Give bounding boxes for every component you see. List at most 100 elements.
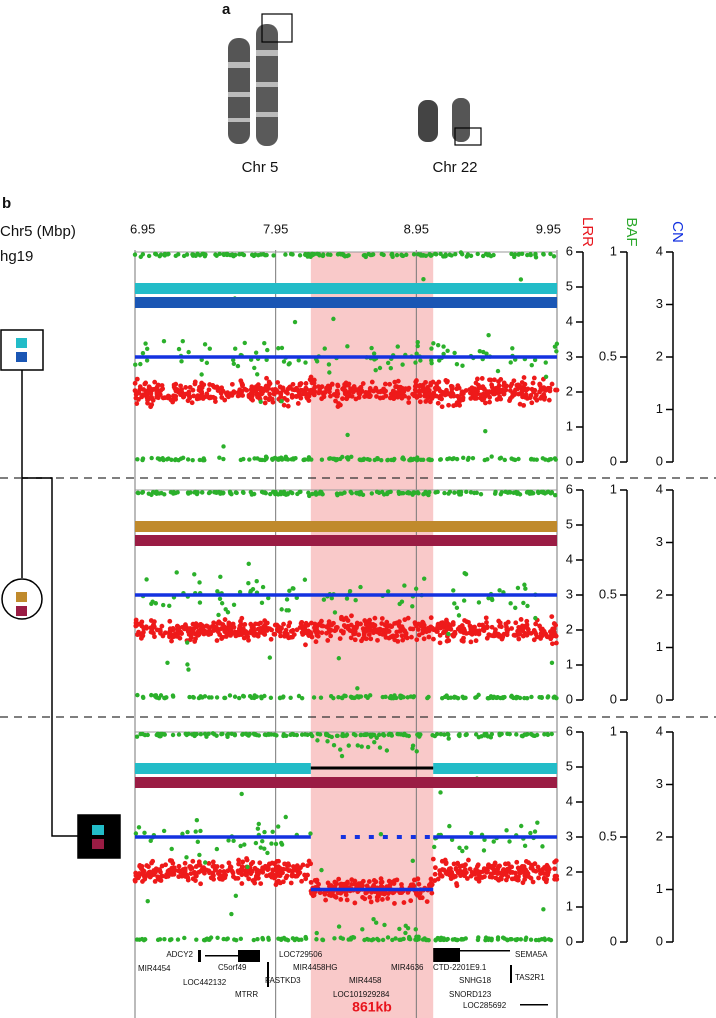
lrr-dot bbox=[275, 380, 281, 385]
lrr-dot bbox=[519, 867, 525, 873]
baf-dot bbox=[386, 490, 392, 495]
baf-dot bbox=[460, 848, 465, 854]
baf-dot bbox=[400, 362, 405, 367]
lrr-dot bbox=[167, 870, 173, 876]
baf-dot bbox=[246, 561, 251, 567]
lrr-dot bbox=[369, 379, 375, 385]
baf-dot bbox=[233, 490, 239, 495]
baf-dot bbox=[203, 252, 208, 257]
lrr-dot bbox=[142, 381, 148, 387]
baf-dot bbox=[360, 927, 365, 932]
lrr-dot bbox=[351, 389, 356, 395]
baf-dot bbox=[283, 492, 289, 497]
baf-dot bbox=[157, 937, 163, 942]
baf-dot bbox=[255, 937, 260, 942]
baf-dot bbox=[265, 850, 270, 856]
baf-dot bbox=[327, 456, 332, 461]
lrr-dot bbox=[305, 863, 310, 869]
baf-dot bbox=[176, 732, 182, 737]
lrr-dot bbox=[429, 396, 435, 401]
lrr-dot bbox=[240, 382, 246, 388]
baf-dot bbox=[254, 578, 259, 584]
baf-dot bbox=[210, 731, 216, 736]
baf-dot bbox=[483, 428, 488, 434]
baf-dot bbox=[234, 938, 239, 943]
baf-dot bbox=[262, 340, 267, 346]
baf-dot bbox=[442, 732, 447, 737]
baf-dot bbox=[140, 457, 145, 463]
baf-dot bbox=[318, 489, 324, 495]
lrr-dot bbox=[414, 892, 420, 898]
lrr-dot bbox=[182, 860, 188, 866]
lrr-dot bbox=[267, 381, 273, 386]
lrr-dot bbox=[398, 626, 404, 632]
baf-dot bbox=[381, 252, 386, 258]
baf-dot bbox=[313, 490, 319, 495]
lrr-dot bbox=[535, 864, 541, 870]
baf-dot bbox=[204, 360, 210, 366]
gene-label: TAS2R1 bbox=[515, 973, 545, 982]
lrr-dot bbox=[356, 632, 362, 638]
lrr-dot bbox=[420, 627, 426, 633]
lrr-dot bbox=[489, 874, 495, 880]
lrr-dot bbox=[328, 633, 334, 639]
baf-dot bbox=[336, 924, 342, 929]
lrr-dot bbox=[468, 627, 474, 633]
lrr-dot bbox=[153, 869, 158, 875]
baf-dot bbox=[554, 341, 560, 346]
lrr-dot bbox=[392, 901, 397, 906]
baf-dot bbox=[260, 839, 265, 844]
baf-dot bbox=[381, 732, 386, 737]
baf-dot bbox=[308, 831, 313, 836]
lrr-dot bbox=[329, 381, 335, 387]
baf-dot bbox=[429, 252, 434, 258]
highlight-box bbox=[454, 127, 482, 146]
lrr-dot bbox=[513, 874, 519, 880]
lrr-dot bbox=[322, 390, 328, 395]
lrr-dot bbox=[351, 384, 357, 389]
baf-dot bbox=[346, 743, 351, 748]
lrr-dot bbox=[402, 393, 407, 399]
lrr-dot bbox=[495, 871, 501, 876]
lrr-dot bbox=[212, 863, 218, 869]
lrr-dot bbox=[222, 629, 228, 635]
lrr-dot bbox=[374, 394, 379, 399]
gene-label: LOC729506 bbox=[279, 950, 323, 959]
lrr-dot bbox=[341, 629, 346, 635]
baf-dot bbox=[437, 358, 442, 363]
baf-dot bbox=[220, 491, 226, 496]
lrr-dot bbox=[313, 639, 319, 645]
lrr-dot bbox=[254, 632, 259, 638]
lrr-dot bbox=[524, 632, 530, 638]
lrr-dot bbox=[447, 872, 453, 878]
lrr-dot bbox=[428, 876, 434, 882]
y-tick-label: 3 bbox=[656, 534, 663, 549]
lrr-dot bbox=[263, 863, 268, 869]
baf-dot bbox=[292, 937, 297, 943]
lrr-dot bbox=[380, 395, 386, 401]
baf-dot bbox=[142, 830, 147, 836]
baf-dot bbox=[247, 457, 252, 462]
baf-dot bbox=[160, 456, 165, 461]
baf-dot bbox=[185, 829, 190, 835]
lrr-dot bbox=[383, 388, 389, 394]
baf-dot bbox=[528, 937, 534, 942]
baf-dot bbox=[255, 372, 260, 377]
baf-dot bbox=[327, 370, 332, 375]
baf-dot bbox=[454, 456, 460, 462]
lrr-dot bbox=[207, 625, 212, 631]
baf-dot bbox=[207, 346, 212, 351]
lrr-dot bbox=[170, 860, 176, 866]
lrr-dot bbox=[460, 397, 466, 403]
lrr-dot bbox=[446, 402, 451, 408]
lrr-dot bbox=[272, 622, 278, 628]
baf-dot bbox=[488, 694, 494, 699]
lrr-dot bbox=[403, 634, 409, 639]
baf-dot bbox=[445, 348, 450, 353]
baf-dot bbox=[279, 840, 284, 846]
baf-dot bbox=[403, 923, 408, 929]
baf-dot bbox=[266, 732, 272, 737]
baf-dot bbox=[186, 491, 191, 496]
baf-dot bbox=[401, 491, 406, 496]
y-tick-label: 1 bbox=[566, 418, 573, 433]
